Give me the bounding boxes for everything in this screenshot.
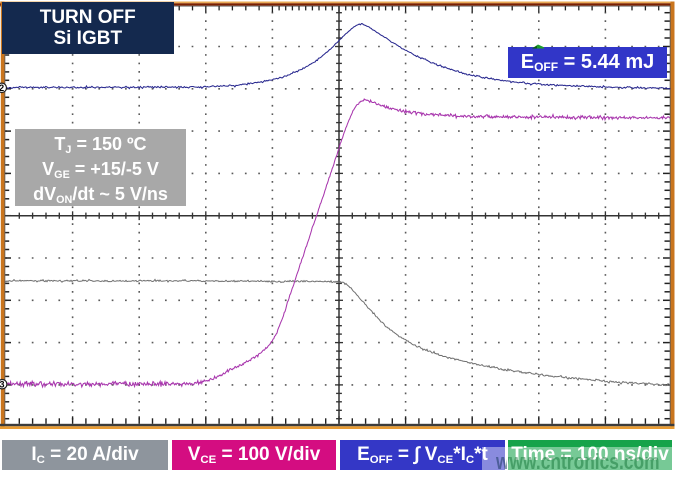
svg-text:3: 3	[0, 380, 5, 390]
svg-text:2: 2	[0, 83, 4, 93]
